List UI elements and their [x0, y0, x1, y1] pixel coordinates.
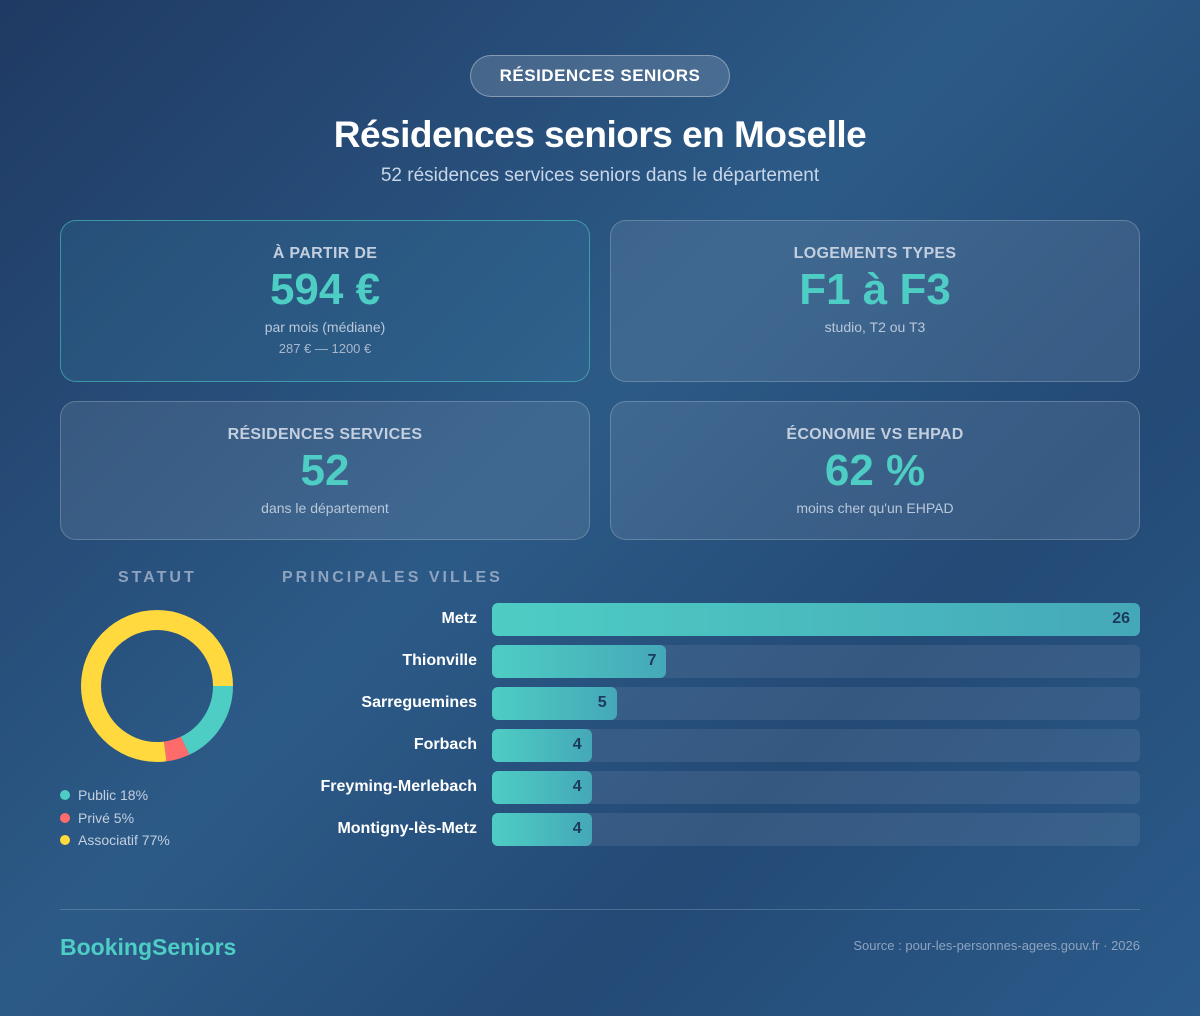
bar: 4	[492, 771, 592, 804]
bar-track: 4	[492, 813, 1140, 846]
bar: 26	[492, 603, 1140, 636]
stat-note: dans le département	[261, 500, 389, 516]
page-subtitle: 52 résidences services seniors dans le d…	[380, 165, 820, 186]
stat-label: LOGEMENTS TYPES	[793, 245, 957, 262]
stat-label: À PARTIR DE	[272, 245, 378, 262]
stat-range: 287 € — 1200 €	[278, 341, 372, 356]
legend-label: Associatif 77%	[78, 832, 170, 849]
bar-label: Thionville	[402, 652, 477, 669]
brand-logo: BookingSeniors	[60, 934, 237, 960]
legend-label: Public 18%	[78, 787, 149, 804]
stat-value: F1 à F3	[799, 265, 951, 314]
bar-track: 7	[492, 645, 1140, 678]
stat-note: moins cher qu'un EHPAD	[796, 500, 954, 516]
stat-card-price: À PARTIR DE 594 € par mois (médiane) 287…	[60, 220, 590, 382]
legend-dot	[60, 835, 70, 846]
bar-label: Metz	[441, 610, 477, 627]
legend-label: Privé 5%	[78, 809, 135, 826]
stat-card-housing: LOGEMENTS TYPES F1 à F3 studio, T2 ou T3	[610, 220, 1140, 382]
bar-label: Montigny-lès-Metz	[337, 820, 477, 837]
stat-card-residences: RÉSIDENCES SERVICES 52 dans le départeme…	[60, 401, 590, 540]
stat-note: studio, T2 ou T3	[824, 319, 926, 335]
category-badge: RÉSIDENCES SENIORS	[470, 55, 730, 97]
source-text: Source : pour-les-personnes-agees.gouv.f…	[853, 938, 1140, 953]
page-title: Résidences seniors en Moselle	[333, 114, 867, 155]
bar-label: Freyming-Merlebach	[320, 778, 477, 795]
legend-dot	[60, 812, 70, 823]
bar-value: 26	[1112, 610, 1130, 627]
bar-value: 4	[572, 778, 582, 795]
bar-track: 26	[492, 603, 1140, 636]
bar-row: Metz 26	[290, 603, 1140, 637]
stat-note: par mois (médiane)	[264, 319, 386, 335]
legend-item: Associatif 77%	[60, 829, 170, 852]
bar: 5	[492, 687, 617, 720]
bar-label: Forbach	[413, 736, 477, 753]
bar: 4	[492, 729, 592, 762]
status-section-title: STATUT	[118, 569, 197, 586]
bar-row: Sarreguemines 5	[290, 687, 1140, 721]
donut-slice-associatif	[81, 610, 233, 762]
legend-dot	[60, 790, 70, 801]
stat-label: RÉSIDENCES SERVICES	[227, 426, 423, 443]
bar-value: 4	[572, 736, 582, 753]
bar-row: Montigny-lès-Metz 4	[290, 813, 1140, 847]
stat-value: 594 €	[269, 265, 381, 314]
legend-item: Public 18%	[60, 784, 170, 807]
footer-divider	[60, 909, 1140, 910]
cities-section-title: PRINCIPALES VILLES	[282, 569, 503, 586]
bar-value: 7	[647, 652, 657, 669]
bar: 7	[492, 645, 667, 678]
stat-card-savings: ÉCONOMIE VS EHPAD 62 % moins cher qu'un …	[610, 401, 1140, 540]
status-donut-chart	[81, 610, 233, 762]
status-legend: Public 18% Privé 5% Associatif 77%	[60, 784, 170, 852]
bar-track: 5	[492, 687, 1140, 720]
bar-value: 5	[597, 694, 607, 711]
bar: 4	[492, 813, 592, 846]
bar-row: Forbach 4	[290, 729, 1140, 763]
bar-row: Thionville 7	[290, 645, 1140, 679]
bar-track: 4	[492, 771, 1140, 804]
bar-track: 4	[492, 729, 1140, 762]
stat-value: 62 %	[824, 446, 926, 495]
stat-label: ÉCONOMIE VS EHPAD	[786, 426, 964, 443]
bar-row: Freyming-Merlebach 4	[290, 771, 1140, 805]
bar-label: Sarreguemines	[361, 694, 477, 711]
legend-item: Privé 5%	[60, 807, 170, 830]
bar-value: 4	[572, 820, 582, 837]
stat-value: 52	[300, 446, 350, 495]
